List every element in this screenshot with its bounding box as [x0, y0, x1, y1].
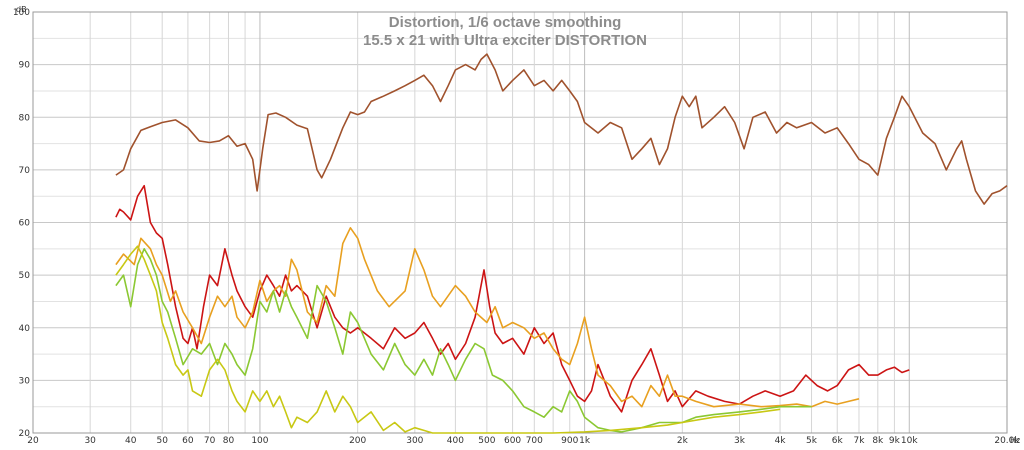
y-tick-label: 70	[19, 166, 31, 176]
x-tick-label: 10k	[901, 436, 918, 446]
x-tick-label: 7k	[853, 436, 865, 446]
series-layer	[115, 53, 1008, 434]
x-tick-label: 300	[406, 436, 423, 446]
x-tick-label: 40	[125, 436, 137, 446]
x-tick-label: 900	[561, 436, 578, 446]
x-tick-label: 70	[204, 436, 216, 446]
y-tick-label: 20	[19, 429, 31, 439]
x-tick-label: 1k	[579, 436, 591, 446]
y-tick-label: 80	[19, 113, 31, 123]
y-tick-label: 90	[19, 61, 31, 71]
series-line-2	[115, 184, 910, 413]
x-tick-label: 80	[223, 436, 235, 446]
y-tick-label: 100	[13, 8, 30, 18]
chart-subtitle: 15.5 x 21 with Ultra exciter DISTORTION	[363, 32, 647, 49]
x-tick-label: 100	[251, 436, 268, 446]
x-tick-label: 20.0k	[994, 436, 1020, 446]
x-tick-label: 50	[156, 436, 168, 446]
series-line-3	[115, 227, 860, 408]
grid	[32, 11, 1008, 434]
y-tick-label: 50	[19, 271, 31, 281]
x-tick-label: 6k	[832, 436, 844, 446]
x-tick-label: 700	[526, 436, 543, 446]
x-tick-label: 200	[349, 436, 366, 446]
x-tick-label: 2k	[677, 436, 689, 446]
x-tick-label: 20	[27, 436, 39, 446]
x-tick-label: 3k	[734, 436, 746, 446]
series-line-5	[115, 245, 781, 434]
x-tick-label: 600	[504, 436, 521, 446]
series-line-1	[115, 53, 1008, 205]
x-tick-label: 4k	[775, 436, 787, 446]
x-axis-label: Hz	[1010, 436, 1020, 445]
y-axis-label: dB	[16, 5, 27, 14]
x-tick-label: 30	[84, 436, 96, 446]
x-tick-label: 400	[447, 436, 464, 446]
x-tick-label: 500	[478, 436, 495, 446]
x-axis-ticks: 20 30 40 50 60 70 80 100 200 300 400 500 600 700 900 1k…	[27, 436, 1020, 446]
series-line-4	[115, 248, 812, 433]
y-tick-label: 30	[19, 376, 31, 386]
chart-title: Distortion, 1/6 octave smoothing	[389, 14, 622, 31]
x-tick-label: 9k	[889, 436, 901, 446]
x-tick-label: 8k	[872, 436, 884, 446]
x-tick-label: 5k	[806, 436, 818, 446]
y-tick-label: 60	[19, 219, 31, 229]
x-tick-label: 60	[182, 436, 194, 446]
y-axis-ticks: 20 30 40 50 60 70 80 90 100	[13, 8, 30, 439]
y-tick-label: 40	[19, 324, 31, 334]
